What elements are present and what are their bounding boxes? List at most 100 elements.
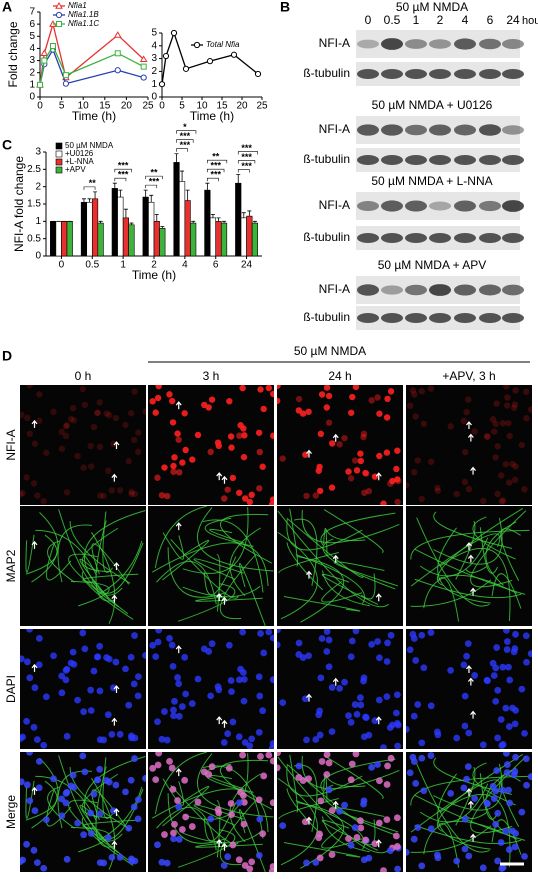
bar [91,198,99,257]
nucleus [483,799,491,807]
nucleus [461,448,469,456]
nucleus [499,786,507,794]
neurite [91,543,130,585]
nucleus [241,495,249,502]
nucleus [506,432,513,440]
arrow [175,401,182,410]
blot-title: 50 µM NMDA + APV [378,258,487,272]
micrograph [277,629,403,749]
nucleus [409,387,417,394]
arrow [470,833,477,842]
marker [62,80,70,87]
legend-label: Nfia1.1C [68,19,99,28]
x-tick-label: 10 [78,101,90,112]
nucleus [239,752,247,759]
nucleus [74,696,81,704]
nucleus [471,428,478,435]
nucleus [269,676,274,684]
nucleus [248,491,255,499]
neurite [47,540,75,583]
micrograph [277,506,403,626]
nucleus [427,752,435,759]
nucleus [40,741,48,749]
x-tick-label: 0 [159,101,165,112]
sig-bracket [237,151,258,155]
nucleus [94,409,101,416]
nucleus [521,486,528,493]
nucleus [412,657,420,664]
nucleus [248,735,256,743]
neurite [491,819,522,855]
neurite [333,561,399,587]
nucleus [523,388,530,395]
neurite [58,509,123,596]
legend-marker [55,11,63,19]
nucleus [325,759,333,767]
nucleus [122,421,129,429]
micrograph [20,629,146,749]
nucleus [345,712,352,720]
y-tick-label: 2.5 [27,164,41,175]
lane-label: 0 [365,13,372,27]
blot-band [429,313,451,323]
nucleus [498,865,506,872]
nucleus [229,718,237,726]
blot-row-label: ß-tubulin [303,230,350,244]
neurite [70,580,110,607]
nucleus [90,423,98,431]
nucleus [418,631,426,639]
nucleus [360,433,367,441]
nucleus [492,698,500,705]
legend-label: 50 µM NMDA [65,141,114,150]
nucleus [260,649,268,657]
neurite [320,512,396,546]
nucleus [277,752,281,757]
nucleus [110,440,117,447]
nucleus [315,711,323,719]
blot-band [357,69,379,79]
nucleus [36,391,43,398]
neurite [220,513,273,564]
neurite [416,517,490,607]
blot-row-label: NFI-A [319,282,350,296]
neurite [323,755,384,799]
nucleus [181,653,189,661]
nucleus [175,680,183,688]
nucleus [497,716,505,723]
nucleus [171,454,178,461]
sig-bracket [207,177,219,182]
blot-band [454,313,476,323]
blot-band [502,125,524,135]
nucleus [328,728,336,735]
nucleus [33,736,41,744]
nucleus [464,640,472,648]
row-label: DAPI [4,675,18,703]
neurite [414,578,522,599]
nucleus [161,464,168,471]
sig-bracket [237,169,250,173]
y-tick-label: 4 [151,40,157,51]
y-tick-label: 0 [29,92,35,103]
nucleus [20,411,25,418]
nucleus [188,700,196,707]
bar [246,215,253,257]
nucleus [116,853,124,861]
bar [55,221,62,257]
nucleus [30,723,38,731]
x-tick-label: 2 [151,260,157,271]
marker [114,67,121,74]
nucleus [87,830,95,837]
nucleus [260,405,267,413]
nucleus [69,404,77,412]
nucleus [318,391,326,398]
nucleus [175,712,183,720]
nucleus [96,859,104,867]
image-bg [148,506,274,626]
nucleus [368,640,376,648]
nucleus [328,684,336,691]
nucleus [103,777,111,784]
nucleus [63,855,71,863]
nucleus [505,663,512,671]
nucleus [96,687,104,695]
nucleus [410,712,418,720]
